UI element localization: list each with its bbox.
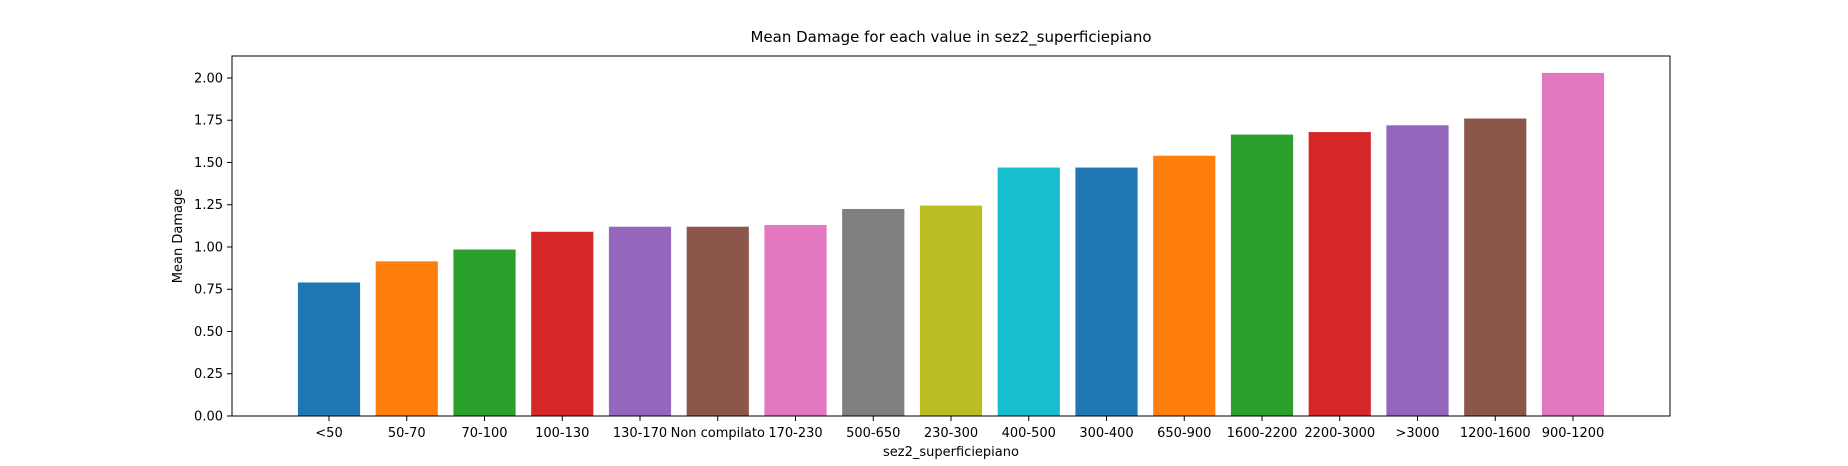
bar [686, 226, 749, 416]
y-tick-label: 0.25 [194, 367, 223, 382]
x-tick-label: 130-170 [613, 426, 667, 441]
y-tick-label: 1.75 [194, 114, 223, 129]
bar [842, 208, 905, 416]
bar [531, 231, 594, 416]
x-tick-label: 70-100 [461, 426, 507, 441]
bars-group [297, 72, 1605, 417]
x-tick-label: 400-500 [1002, 426, 1056, 441]
y-tick-label: 0.50 [194, 325, 223, 340]
x-tick-label: 300-400 [1079, 426, 1133, 441]
x-tick-label: 1200-1600 [1460, 426, 1531, 441]
x-tick-label: <50 [315, 426, 342, 441]
y-axis-ticks: 0.00 0.25 0.50 0.75 1.00 1.25 1.50 1.75 2.00 [194, 71, 232, 425]
x-tick-label: 100-130 [535, 426, 589, 441]
x-tick-label: 230-300 [924, 426, 978, 441]
y-tick-label: 2.00 [194, 71, 223, 86]
bar [764, 225, 827, 416]
bar [1308, 132, 1371, 416]
bar [608, 226, 672, 416]
bar [997, 167, 1060, 416]
x-tick-label: >3000 [1396, 426, 1440, 441]
y-tick-label: 1.50 [194, 156, 223, 171]
plot-frame [231, 55, 1671, 417]
y-axis-label: Mean Damage [171, 189, 186, 283]
bar [1386, 125, 1449, 417]
x-axis-label: sez2_superficiepiano [883, 445, 1019, 460]
x-tick-label: 900-1200 [1542, 426, 1605, 441]
bar [1153, 155, 1216, 416]
x-tick-label: Non compilato [671, 426, 765, 441]
bar [375, 261, 438, 416]
chart-title: Mean Damage for each value in sez2_super… [750, 28, 1151, 47]
bar [1464, 118, 1527, 416]
y-tick-label: 1.25 [194, 198, 223, 213]
bar [1075, 167, 1138, 416]
bar [919, 205, 983, 416]
x-tick-label: 1600-2200 [1227, 426, 1298, 441]
x-tick-label: 50-70 [388, 426, 426, 441]
y-tick-label: 1.00 [194, 240, 223, 255]
x-tick-label: 500-650 [846, 426, 900, 441]
y-tick-label: 0.75 [194, 283, 223, 298]
bar [297, 282, 361, 416]
bar [1230, 134, 1294, 416]
x-tick-label: 2200-3000 [1304, 426, 1375, 441]
x-axis-ticks: <50 50-70 70-100 100-130 130-170 Non compilat… [315, 416, 1604, 441]
y-tick-label: 0.00 [194, 410, 223, 425]
x-tick-label: 650-900 [1157, 426, 1211, 441]
bar [1541, 72, 1605, 417]
x-tick-label: 170-230 [768, 426, 822, 441]
bar [453, 249, 516, 416]
